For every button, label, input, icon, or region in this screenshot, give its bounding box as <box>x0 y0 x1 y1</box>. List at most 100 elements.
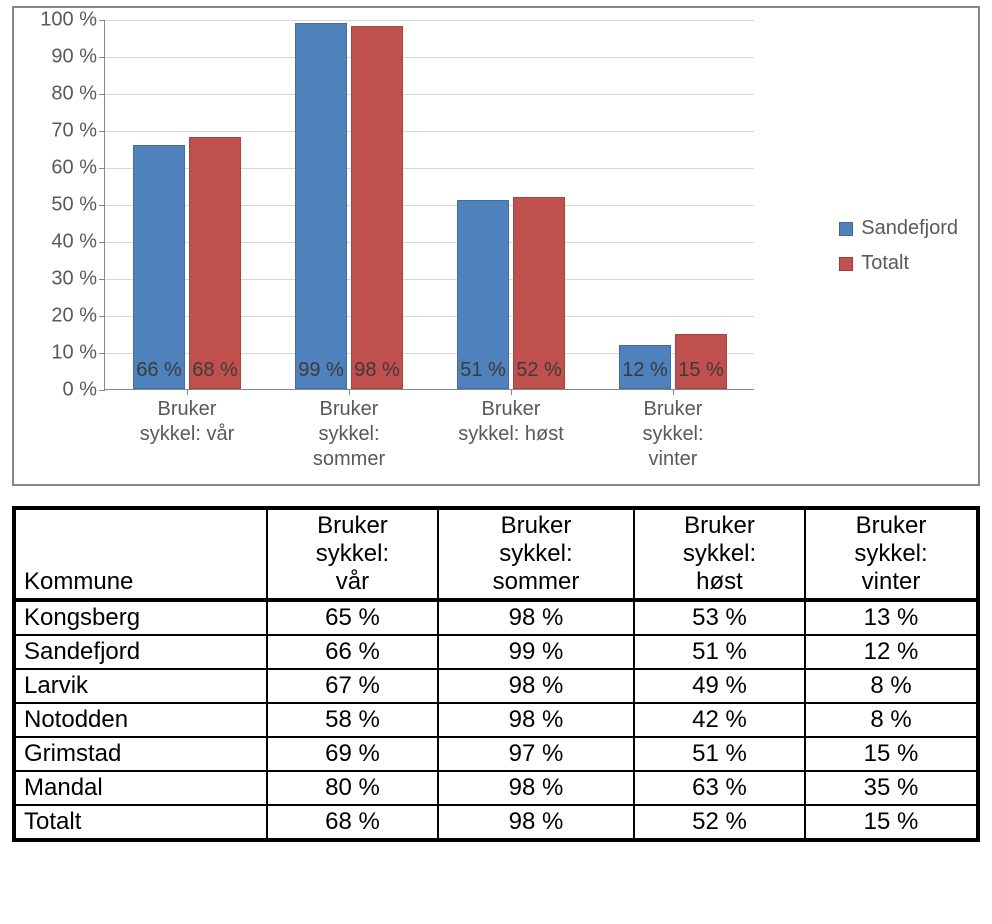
table-row: Mandal80 %98 %63 %35 % <box>14 771 978 805</box>
xtick-mark <box>511 389 512 395</box>
legend-item: Sandefjord <box>839 217 958 240</box>
table-row: Notodden58 %98 %42 %8 % <box>14 703 978 737</box>
table-cell: 51 % <box>634 737 805 771</box>
bar-value-label: 51 % <box>460 359 506 382</box>
table-cell: 98 % <box>438 805 634 840</box>
ytick-label: 10 % <box>51 342 97 365</box>
legend-swatch <box>839 222 853 236</box>
table-header-cell: Brukersykkel:vinter <box>805 508 978 600</box>
bar-group: 51 % 52 % <box>457 197 565 389</box>
bar-group: 66 % 68 % <box>133 137 241 389</box>
xtick-label: Brukersykkel: høst <box>430 397 592 447</box>
table-cell: 99 % <box>438 635 634 669</box>
table-rowhead-cell: Sandefjord <box>14 635 267 669</box>
bar-value-label: 52 % <box>516 359 562 382</box>
ytick-mark <box>99 353 105 354</box>
bar: 68 % <box>189 137 241 389</box>
table-cell: 13 % <box>805 600 978 635</box>
table-row: Grimstad69 %97 %51 %15 % <box>14 737 978 771</box>
table-cell: 68 % <box>267 805 438 840</box>
table-cell: 69 % <box>267 737 438 771</box>
bar: 51 % <box>457 200 509 389</box>
legend-swatch <box>839 257 853 271</box>
table-row: Kongsberg65 %98 %53 %13 % <box>14 600 978 635</box>
table-cell: 98 % <box>438 703 634 737</box>
ytick-label: 30 % <box>51 268 97 291</box>
table-row: Totalt68 %98 %52 %15 % <box>14 805 978 840</box>
table-header-row: KommuneBrukersykkel:vårBrukersykkel:somm… <box>14 508 978 600</box>
ytick-mark <box>99 168 105 169</box>
legend-label: Sandefjord <box>861 217 958 240</box>
ytick-mark <box>99 316 105 317</box>
bar: 99 % <box>295 23 347 389</box>
xtick-label: Brukersykkel:sommer <box>268 397 430 472</box>
data-table: KommuneBrukersykkel:vårBrukersykkel:somm… <box>12 506 980 842</box>
bar-value-label: 98 % <box>354 359 400 382</box>
gridline <box>105 57 754 58</box>
table-cell: 8 % <box>805 669 978 703</box>
bar-value-label: 15 % <box>678 359 724 382</box>
table-cell: 15 % <box>805 737 978 771</box>
legend-label: Totalt <box>861 252 909 275</box>
bar-value-label: 12 % <box>622 359 668 382</box>
table-rowhead-cell: Totalt <box>14 805 267 840</box>
table-rowhead-cell: Larvik <box>14 669 267 703</box>
ytick-label: 80 % <box>51 83 97 106</box>
ytick-mark <box>99 131 105 132</box>
table-cell: 49 % <box>634 669 805 703</box>
ytick-label: 70 % <box>51 120 97 143</box>
ytick-label: 50 % <box>51 194 97 217</box>
ytick-label: 100 % <box>40 9 97 32</box>
xtick-mark <box>187 389 188 395</box>
table-cell: 52 % <box>634 805 805 840</box>
ytick-label: 40 % <box>51 231 97 254</box>
xtick-label: Brukersykkel:vinter <box>592 397 754 472</box>
legend: Sandefjord Totalt <box>839 205 958 287</box>
table-cell: 97 % <box>438 737 634 771</box>
table-cell: 80 % <box>267 771 438 805</box>
bar-chart: 0 %10 %20 %30 %40 %50 %60 %70 %80 %90 %1… <box>12 6 980 486</box>
plot-area: 0 %10 %20 %30 %40 %50 %60 %70 %80 %90 %1… <box>104 20 754 390</box>
table-cell: 35 % <box>805 771 978 805</box>
table-body: Kongsberg65 %98 %53 %13 %Sandefjord66 %9… <box>14 600 978 840</box>
table-header-cell: Brukersykkel:sommer <box>438 508 634 600</box>
bar: 12 % <box>619 345 671 389</box>
table-cell: 53 % <box>634 600 805 635</box>
bar-value-label: 99 % <box>298 359 344 382</box>
bar-group: 12 % 15 % <box>619 334 727 390</box>
table-cell: 98 % <box>438 771 634 805</box>
bar-value-label: 66 % <box>136 359 182 382</box>
table-cell: 66 % <box>267 635 438 669</box>
table-rowhead-cell: Notodden <box>14 703 267 737</box>
bar-value-label: 68 % <box>192 359 238 382</box>
ytick-mark <box>99 20 105 21</box>
gridline <box>105 20 754 21</box>
table-header-cell: Brukersykkel:høst <box>634 508 805 600</box>
table-rowhead-cell: Mandal <box>14 771 267 805</box>
ytick-mark <box>99 390 105 391</box>
xtick-mark <box>349 389 350 395</box>
gridline <box>105 94 754 95</box>
table-cell: 98 % <box>438 669 634 703</box>
bar: 66 % <box>133 145 185 389</box>
table-row: Larvik67 %98 %49 %8 % <box>14 669 978 703</box>
bar: 15 % <box>675 334 727 390</box>
table-cell: 42 % <box>634 703 805 737</box>
table-cell: 63 % <box>634 771 805 805</box>
table-cell: 58 % <box>267 703 438 737</box>
table-cell: 65 % <box>267 600 438 635</box>
ytick-mark <box>99 279 105 280</box>
bar: 98 % <box>351 26 403 389</box>
gridline <box>105 131 754 132</box>
ytick-label: 0 % <box>63 379 97 402</box>
table-cell: 8 % <box>805 703 978 737</box>
ytick-mark <box>99 205 105 206</box>
table-rowhead-cell: Grimstad <box>14 737 267 771</box>
ytick-label: 20 % <box>51 305 97 328</box>
ytick-label: 60 % <box>51 157 97 180</box>
ytick-mark <box>99 57 105 58</box>
ytick-mark <box>99 242 105 243</box>
table-cell: 67 % <box>267 669 438 703</box>
table-cell: 98 % <box>438 600 634 635</box>
table-cell: 12 % <box>805 635 978 669</box>
